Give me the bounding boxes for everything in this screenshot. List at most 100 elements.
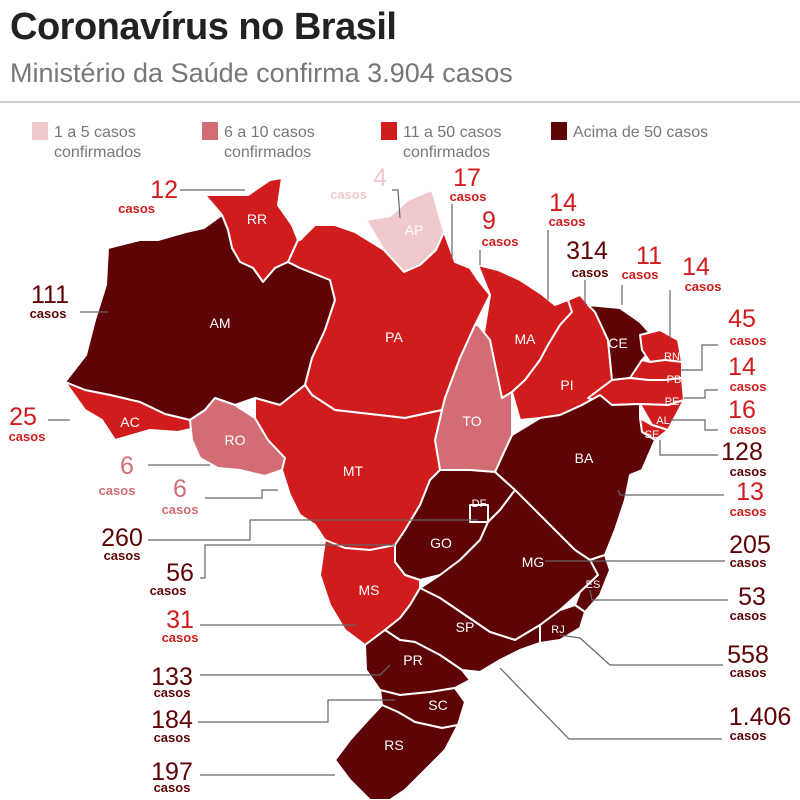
case-count-pb: 14 (682, 253, 710, 281)
case-unit-pi: casos (549, 214, 586, 229)
case-unit-df: casos (104, 548, 141, 563)
case-count-se: 16 (728, 396, 756, 424)
case-unit-es: casos (730, 608, 767, 623)
case-count-ms: 31 (166, 606, 194, 634)
state-code-se: SE (645, 429, 660, 441)
case-unit-mt: casos (730, 504, 767, 519)
legend-label: 11 a 50 casos (403, 124, 501, 141)
case-count-rr: 12 (150, 176, 178, 204)
case-callouts: 12casos4casos111casos17casos9casos14caso… (9, 164, 792, 795)
case-count-to: 6 (173, 475, 187, 503)
leader-line-mt (617, 489, 724, 496)
case-count-ap: 4 (373, 164, 387, 192)
state-code-am: AM (210, 315, 231, 331)
case-unit-sc: casos (154, 730, 191, 745)
state-al (639, 399, 685, 431)
case-unit-rj: casos (730, 665, 767, 680)
state-code-ap: AP (405, 222, 424, 238)
case-unit-ms: casos (162, 630, 199, 645)
state-codes: RR AP AM PA MA PI CE RN PB PE AL SE BA AC RO TO MT DF GO MG… (120, 211, 681, 753)
leader-line-df (148, 519, 478, 541)
state-code-ms: MS (359, 582, 380, 598)
state-code-rn: RN (664, 351, 680, 363)
case-unit-ro: casos (99, 483, 136, 498)
case-unit-pb: casos (685, 279, 722, 294)
legend-label: 1 a 5 casos (54, 124, 136, 141)
state-rs (334, 704, 459, 800)
case-unit-to: casos (162, 502, 199, 517)
case-count-pe: 45 (728, 305, 756, 333)
legend-label: Acima de 50 casos (573, 124, 708, 141)
leader-line-pe (680, 344, 718, 371)
state-code-pr: PR (403, 652, 422, 668)
case-unit-se: casos (730, 422, 767, 437)
case-unit-am: casos (30, 306, 67, 321)
case-count-rs: 197 (151, 758, 193, 786)
state-code-ma: MA (515, 331, 537, 347)
case-count-ce: 314 (566, 237, 608, 265)
state-code-sp: SP (456, 619, 475, 635)
case-unit-ce: casos (572, 265, 609, 280)
state-code-es: ES (586, 579, 601, 591)
case-unit-rr: casos (118, 201, 155, 216)
legend-label: confirmados (54, 144, 141, 161)
legend-swatch (381, 122, 397, 140)
case-count-ba: 128 (721, 438, 763, 466)
case-count-pr: 133 (151, 663, 193, 691)
case-count-ac: 25 (9, 403, 37, 431)
case-unit-rn: casos (622, 267, 659, 282)
case-count-ma: 9 (482, 207, 496, 235)
page-subtitle: Ministério da Saúde confirma 3.904 casos (10, 58, 513, 88)
state-code-ro: RO (225, 432, 246, 448)
case-unit-ma: casos (482, 234, 519, 249)
state-code-ba: BA (575, 450, 594, 466)
leader-line-pr (200, 664, 391, 676)
leader-line-al (684, 389, 718, 399)
state-code-mt: MT (343, 463, 364, 479)
case-unit-rs: casos (154, 780, 191, 795)
legend-swatch (32, 122, 48, 140)
case-unit-mg: casos (730, 555, 767, 570)
case-unit-pa: casos (450, 189, 487, 204)
page-title: Coronavírus no Brasil (10, 6, 397, 48)
leader-line-se (670, 419, 718, 431)
legend-label: confirmados (224, 144, 311, 161)
case-count-am: 111 (31, 281, 69, 309)
legend-swatch (202, 122, 218, 140)
state-code-mg: MG (522, 554, 545, 570)
legend: 1 a 5 casos confirmados 6 a 10 casos confir… (32, 122, 708, 161)
case-unit-ap: casos (330, 187, 367, 202)
leader-line-go (200, 544, 395, 579)
leader-line-es (589, 589, 728, 601)
case-count-es: 53 (738, 583, 766, 611)
leader-line-rj (559, 634, 723, 666)
case-unit-ac: casos (9, 429, 46, 444)
state-code-go: GO (430, 535, 452, 551)
case-count-pi: 14 (549, 189, 577, 217)
case-count-pa: 17 (453, 164, 481, 192)
case-count-go: 56 (166, 559, 194, 587)
case-unit-sp: casos (730, 728, 767, 743)
state-code-df: DF (472, 498, 487, 510)
state-code-ac: AC (120, 414, 139, 430)
case-unit-pr: casos (154, 685, 191, 700)
state-code-al: AL (656, 415, 669, 427)
state-code-rs: RS (384, 737, 403, 753)
state-code-pe: PE (665, 396, 680, 408)
header-divider (0, 101, 800, 103)
leader-lines (48, 189, 728, 776)
case-count-df: 260 (101, 524, 143, 552)
legend-swatch (551, 122, 567, 140)
leader-line-sc (198, 699, 395, 723)
legend-label: confirmados (403, 144, 490, 161)
leader-line-sp (499, 667, 722, 740)
case-unit-pe: casos (730, 333, 767, 348)
state-code-ce: CE (608, 335, 627, 351)
case-unit-al: casos (730, 379, 767, 394)
legend-label: 6 a 10 casos (224, 124, 315, 141)
case-unit-ba: casos (730, 464, 767, 479)
state-code-pa: PA (385, 329, 403, 345)
state-code-to: TO (462, 413, 481, 429)
